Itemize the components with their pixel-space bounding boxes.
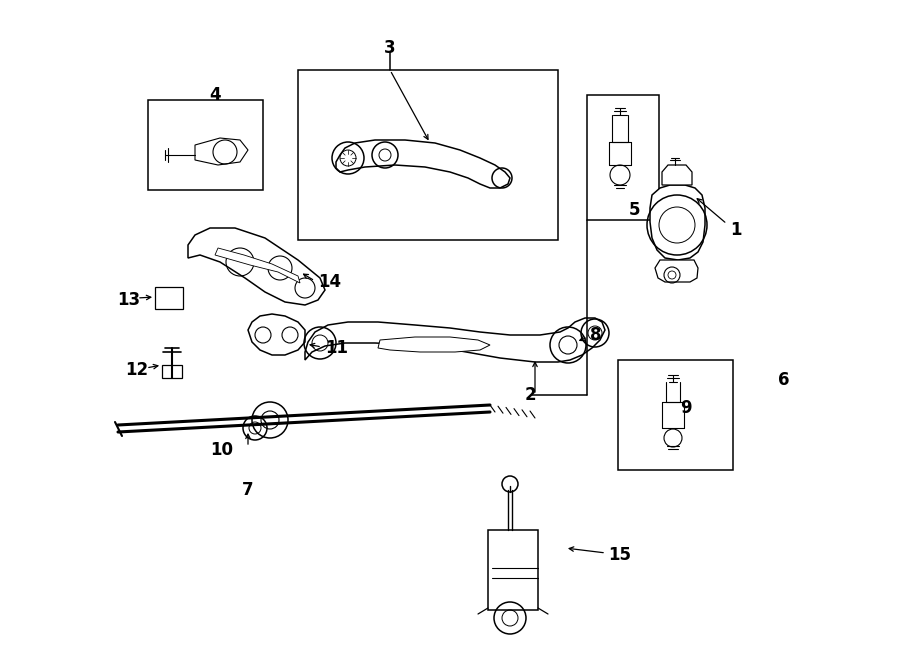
Text: 3: 3: [384, 39, 396, 57]
Text: 4: 4: [209, 86, 220, 104]
Text: 13: 13: [117, 291, 140, 309]
Bar: [298, 70, 558, 240]
Text: 11: 11: [325, 339, 348, 357]
Text: 12: 12: [125, 361, 148, 379]
Text: 1: 1: [730, 221, 742, 239]
Text: 7: 7: [242, 481, 254, 499]
Bar: [618, 360, 733, 470]
Bar: [155, 287, 183, 309]
Text: 2: 2: [524, 386, 536, 404]
Bar: [148, 100, 263, 190]
Text: 9: 9: [680, 399, 691, 417]
Polygon shape: [336, 140, 510, 188]
Polygon shape: [655, 260, 698, 282]
Polygon shape: [248, 314, 305, 355]
Bar: [587, 95, 659, 220]
Text: 8: 8: [590, 326, 601, 344]
Text: 5: 5: [629, 201, 641, 219]
Polygon shape: [215, 248, 300, 283]
Text: 14: 14: [318, 273, 341, 291]
Polygon shape: [305, 318, 605, 362]
Bar: [488, 530, 538, 610]
Polygon shape: [195, 138, 248, 165]
Text: 15: 15: [608, 546, 631, 564]
Polygon shape: [662, 165, 692, 185]
Polygon shape: [162, 365, 182, 378]
Text: 6: 6: [778, 371, 789, 389]
Polygon shape: [378, 337, 490, 352]
Polygon shape: [188, 228, 325, 305]
Polygon shape: [650, 185, 705, 260]
Text: 10: 10: [210, 441, 233, 459]
